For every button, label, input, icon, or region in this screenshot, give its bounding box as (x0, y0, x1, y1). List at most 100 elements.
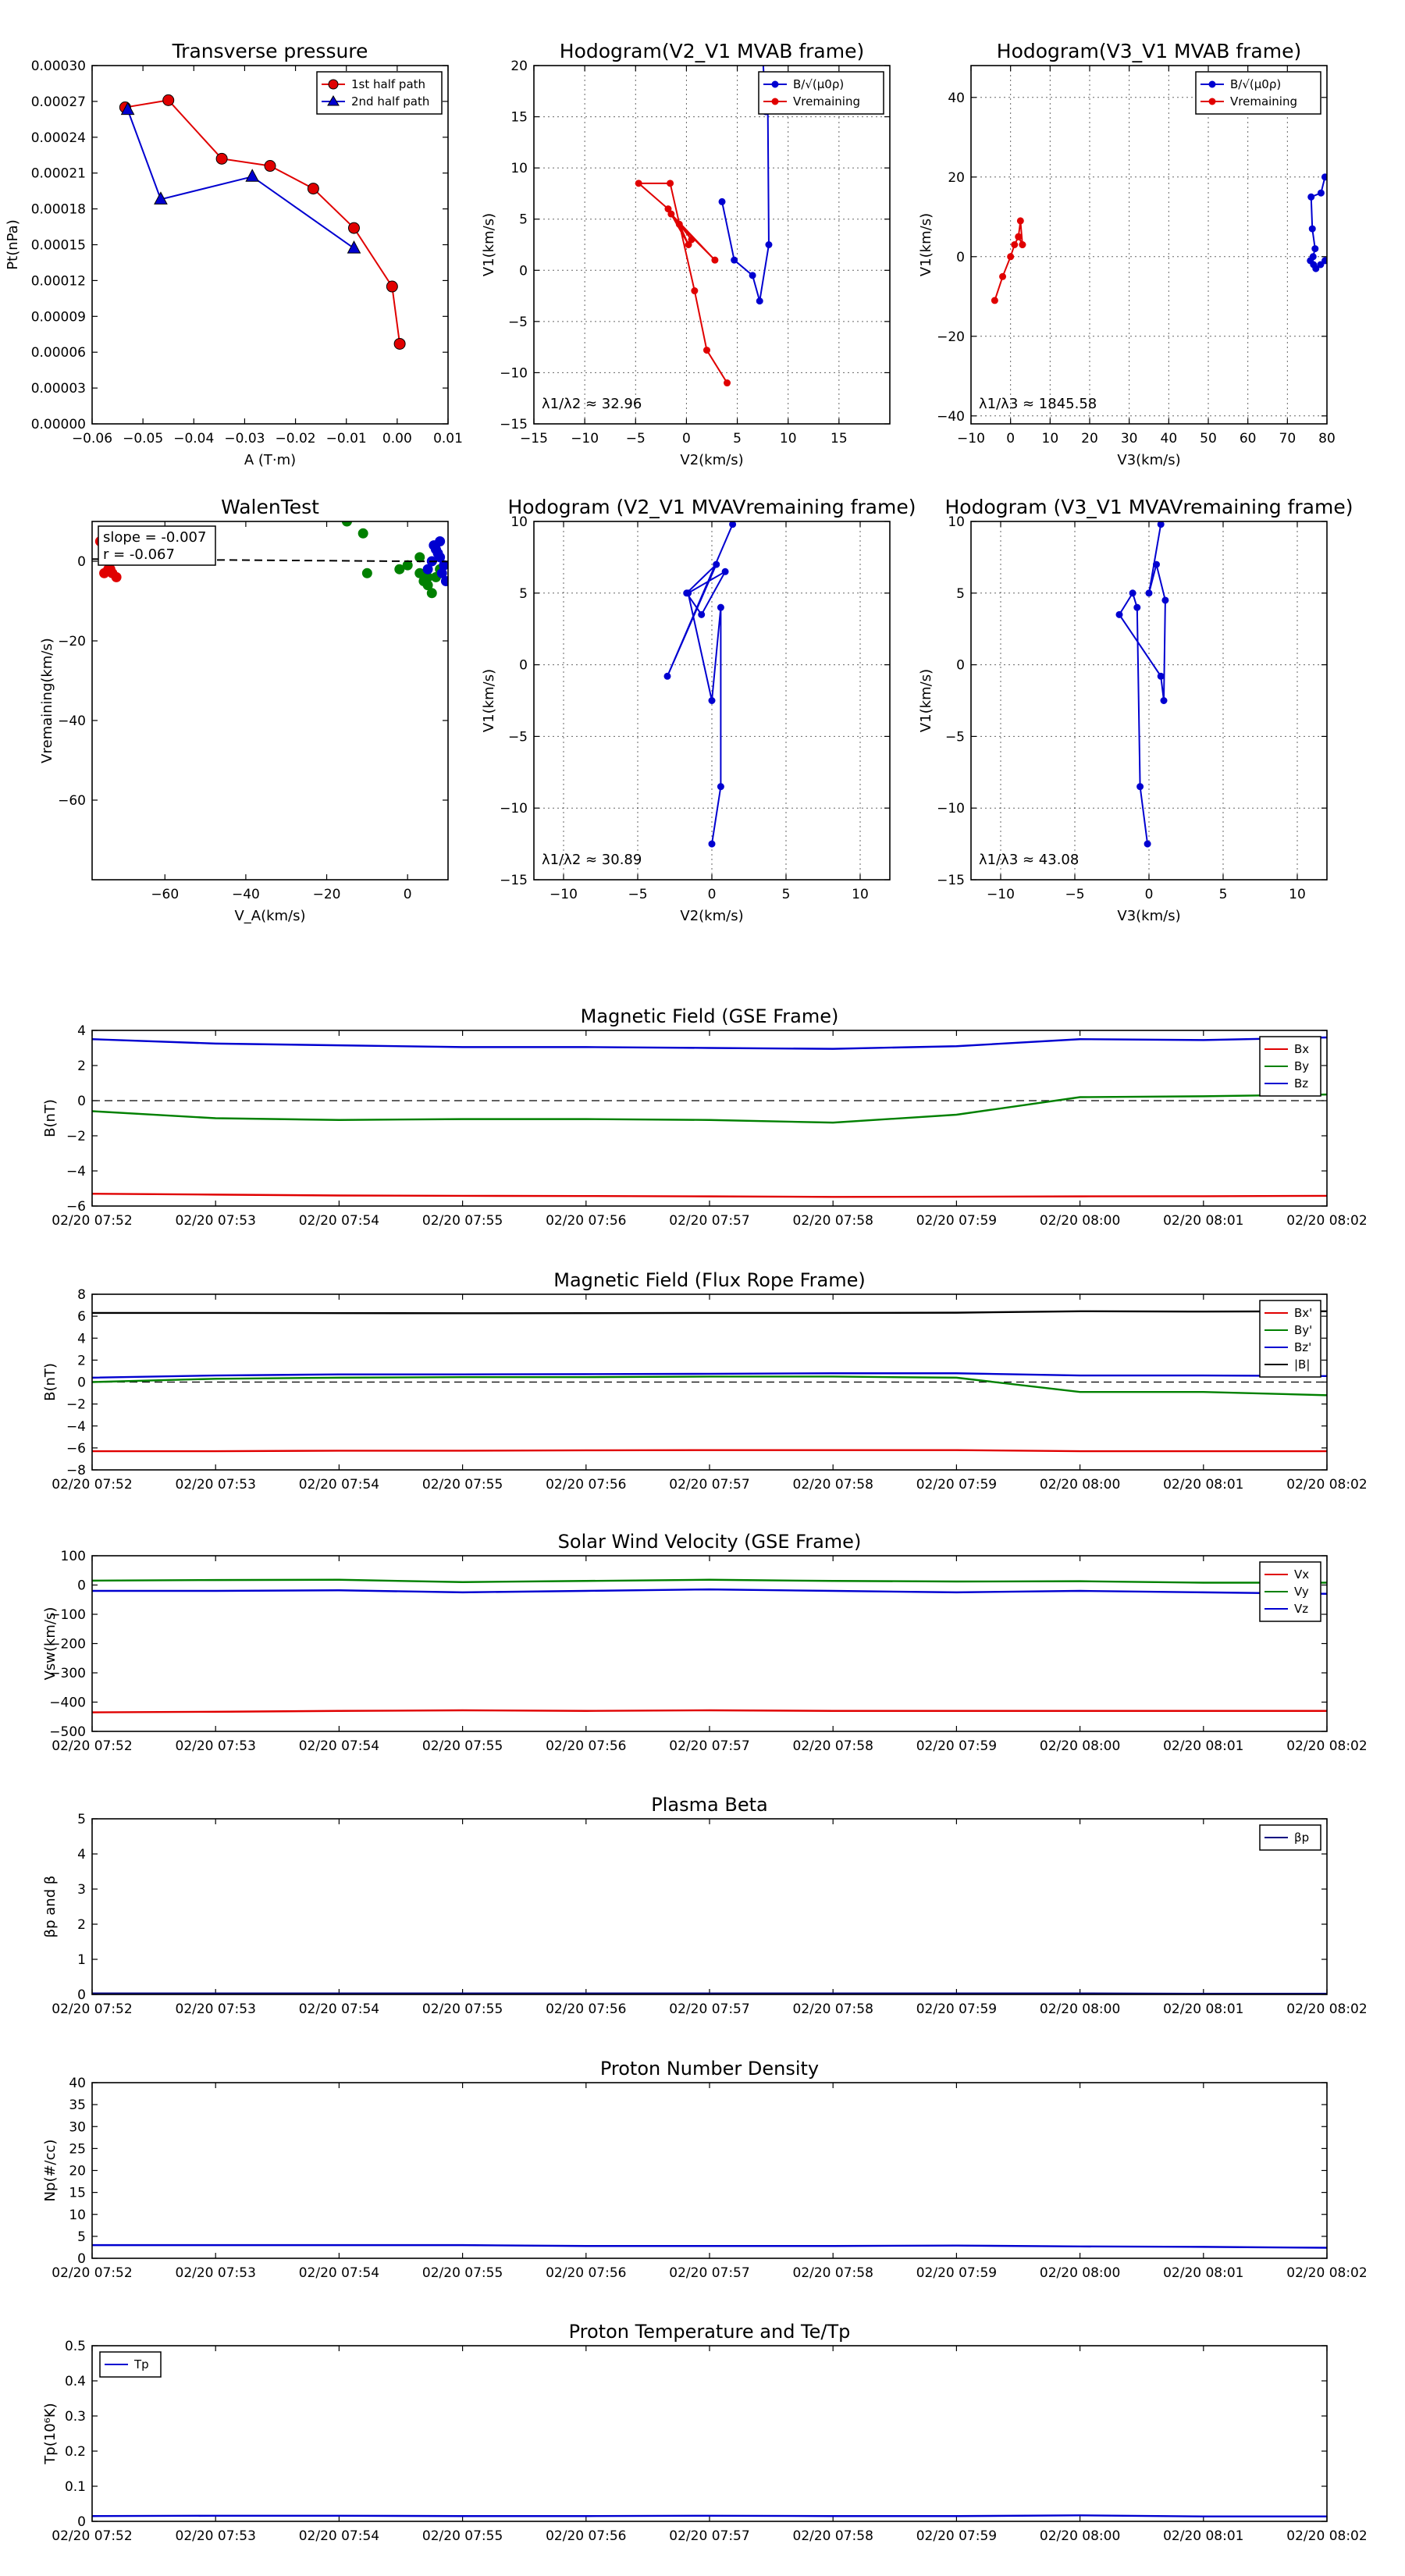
x-tick-label: 0.01 (433, 431, 463, 447)
plot-area (92, 2243, 1327, 2249)
data-point (1136, 783, 1144, 791)
data-point (154, 191, 168, 205)
y-axis-label: βp and β (42, 1876, 59, 1938)
y-tick-label: 0.00018 (31, 202, 86, 218)
chart-title: Proton Temperature and Te/Tp (569, 2321, 851, 2343)
y-tick-label: 10 (69, 2208, 86, 2223)
legend-label: By' (1294, 1323, 1312, 1337)
y-tick-label: −10 (500, 365, 528, 381)
chart-t2: 02/20 07:52 02/20 07:53 02/20 07:54 02/20 0… (42, 1269, 1368, 1493)
x-tick-label: 02/20 08:00 (1040, 1213, 1120, 1229)
chart-title: Magnetic Field (GSE Frame) (581, 1005, 839, 1027)
y-tick-label: 20 (948, 170, 965, 186)
y-tick-label: −15 (500, 873, 528, 888)
chart-t3: 02/20 07:52 02/20 07:53 02/20 07:54 02/20 0… (42, 1531, 1368, 1754)
y-axis-label: B(nT) (42, 1099, 59, 1137)
y-tick-label: 5 (519, 586, 528, 602)
x-tick-label: 02/20 07:58 (793, 2265, 873, 2281)
data-point (1007, 253, 1015, 261)
data-point (729, 521, 737, 528)
y-tick-label: −500 (49, 1724, 86, 1740)
y-axis-label: V1(km/s) (481, 669, 497, 732)
x-tick-label: 02/20 07:53 (176, 1738, 256, 1754)
legend-marker (1208, 98, 1216, 105)
data-point (1019, 241, 1026, 248)
y-tick-label: 4 (77, 1023, 86, 1039)
plot-area (92, 2514, 1327, 2517)
eigenvalue-ratio-text: λ1/λ2 ≈ 30.89 (542, 852, 642, 868)
legend-label: |B| (1294, 1357, 1310, 1372)
x-tick-label: 0 (1145, 887, 1154, 902)
chart-title: Hodogram (V2_V1 MVAVremaining frame) (508, 496, 916, 518)
legend-label: Vremaining (793, 94, 860, 109)
data-point (667, 210, 675, 218)
y-tick-label: 20 (69, 2164, 86, 2179)
axes-frame (533, 521, 891, 881)
y-tick-label: 20 (510, 59, 528, 74)
axes-frame (91, 521, 449, 881)
legend-label: Bz' (1294, 1340, 1311, 1354)
x-tick-label: 02/20 08:00 (1040, 1738, 1120, 1754)
x-tick-label: 0 (404, 887, 412, 902)
x-tick-label: 02/20 08:02 (1286, 1738, 1367, 1754)
data-point (1317, 261, 1325, 269)
data-point (1129, 589, 1136, 597)
y-tick-label: −4 (66, 1419, 86, 1435)
x-tick-label: 0 (682, 431, 691, 447)
y-tick-label: −20 (58, 634, 86, 649)
y-tick-label: 15 (510, 110, 528, 126)
y-tick-label: 10 (510, 161, 528, 176)
y-tick-label: 2 (77, 1059, 86, 1074)
x-tick-label: −0.05 (123, 431, 163, 447)
data-point (386, 280, 398, 293)
x-tick-label: 02/20 07:59 (916, 1477, 997, 1493)
data-point (717, 603, 724, 611)
y-axis-label: V1(km/s) (918, 669, 934, 732)
x-tick-label: 02/20 07:54 (299, 2001, 379, 2017)
x-tick-label: 02/20 08:02 (1286, 1213, 1367, 1229)
x-tick-label: 02/20 07:53 (176, 1477, 256, 1493)
x-tick-label: 02/20 07:58 (793, 1738, 873, 1754)
x-tick-label: −5 (1065, 887, 1084, 902)
x-tick-label: −0.03 (224, 431, 265, 447)
data-point (1157, 672, 1165, 680)
x-tick-label: 02/20 08:01 (1163, 2528, 1243, 2544)
x-axis-label: V3(km/s) (1117, 452, 1180, 468)
data-point (347, 222, 360, 234)
data-point (702, 347, 710, 354)
data-point (357, 528, 368, 539)
y-tick-label: 100 (61, 1549, 86, 1564)
y-tick-label: 0 (77, 1375, 86, 1391)
plot-area (663, 521, 737, 848)
x-tick-label: 02/20 07:54 (299, 1477, 379, 1493)
x-tick-label: 02/20 07:52 (52, 1213, 132, 1229)
y-tick-label: 6 (77, 1309, 86, 1325)
plot-area (635, 66, 773, 387)
data-point (708, 840, 716, 848)
y-tick-label: 25 (69, 2141, 86, 2157)
legend-label: B/√(μ0ρ) (1230, 77, 1281, 91)
chart-p2: −15 −10 −5 0 5 10 15 −15 −10 −5 0 5 10 15 20 Hodogram(V… (481, 40, 891, 468)
x-tick-label: 02/20 07:54 (299, 1213, 379, 1229)
data-point (688, 236, 695, 244)
x-tick-label: 02/20 08:00 (1040, 2528, 1120, 2544)
y-tick-label: −400 (49, 1695, 86, 1711)
data-point (440, 576, 448, 586)
stats-box (98, 525, 216, 566)
y-tick-label: 0.1 (65, 2479, 86, 2495)
data-point (675, 220, 683, 228)
data-point (664, 205, 672, 213)
x-tick-label: 0 (708, 887, 717, 902)
data-point (422, 564, 433, 575)
data-point (162, 94, 175, 106)
x-axis-label: V3(km/s) (1117, 908, 1180, 924)
series-line-0 (92, 1193, 1327, 1198)
chart-title: Hodogram(V2_V1 MVAB frame) (560, 40, 864, 62)
y-tick-label: 15 (69, 2186, 86, 2201)
chart-t4: 02/20 07:52 02/20 07:53 02/20 07:54 02/20 0… (42, 1794, 1368, 2017)
x-tick-label: 02/20 07:57 (669, 1477, 749, 1493)
axes-frame (91, 2345, 1328, 2522)
x-tick-label: 02/20 07:55 (422, 2001, 503, 2017)
legend-label: Vremaining (1230, 94, 1297, 109)
series-line-3 (92, 1310, 1327, 1315)
